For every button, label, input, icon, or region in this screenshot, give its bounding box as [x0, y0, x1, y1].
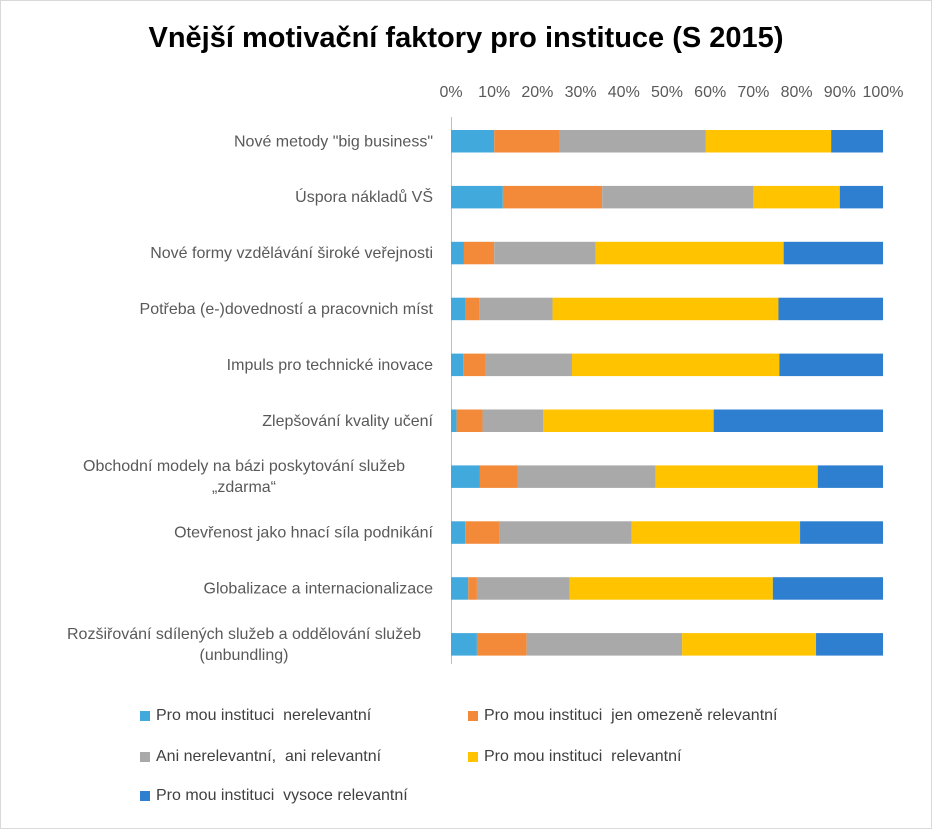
legend-item: Pro mou instituci nerelevantní — [140, 707, 371, 725]
legend-swatch — [468, 711, 478, 721]
bar-segment — [655, 465, 818, 488]
bar-segment — [451, 465, 480, 488]
legend-swatch — [140, 791, 150, 801]
category-label: „zdarma“ — [212, 479, 276, 496]
x-tick-label: 50% — [651, 84, 683, 101]
bar-segment — [494, 130, 559, 153]
bar-segment — [552, 297, 779, 321]
chart-title: Vnější motivační faktory pro instituce (… — [148, 22, 784, 54]
bar-segment — [816, 633, 883, 656]
bar-segment — [526, 633, 683, 656]
bar-segment — [595, 241, 784, 265]
category-label: Globalizace a internacionalizace — [204, 580, 434, 597]
category-label: Obchodní modely na bázi poskytování služ… — [83, 458, 405, 475]
bar-segment — [559, 130, 706, 153]
bar-segment — [451, 521, 466, 544]
bar-segment — [465, 297, 480, 321]
bar-segment — [451, 353, 464, 377]
bar-segment — [451, 241, 464, 265]
legend-label: Pro mou instituci jen omezeně relevantní — [484, 707, 778, 724]
legend-label: Pro mou instituci nerelevantní — [156, 707, 372, 724]
x-tick-label: 60% — [694, 84, 726, 101]
bar-segment — [772, 577, 883, 600]
bar-segment — [456, 409, 483, 432]
category-label: Rozšiřování sdílených služeb a oddělován… — [67, 626, 421, 643]
bar-segment — [463, 353, 486, 377]
bar-segment — [682, 633, 817, 656]
bar-segment — [569, 577, 773, 600]
x-tick-label: 10% — [478, 84, 510, 101]
bar-segment — [831, 130, 883, 153]
bar-segment — [451, 409, 457, 432]
bar-segment — [468, 577, 477, 600]
bar-segment — [494, 241, 596, 265]
x-tick-label: 20% — [521, 84, 553, 101]
bar-segment — [602, 185, 754, 209]
category-label: Impuls pro technické inovace — [227, 357, 433, 374]
x-tick-label: 90% — [824, 84, 856, 101]
bar-segment — [800, 521, 883, 544]
x-tick-label: 80% — [781, 84, 813, 101]
bar-segment — [451, 297, 466, 321]
bar-segment — [482, 409, 544, 432]
bar-segment — [485, 353, 572, 377]
bar-segment — [713, 409, 883, 432]
x-tick-label: 0% — [439, 84, 462, 101]
bar-segment — [839, 185, 883, 209]
category-label: Zlepšování kvality učení — [262, 413, 433, 430]
category-label: Úspora nákladů VŠ — [295, 187, 433, 206]
bar-segment — [451, 130, 495, 153]
category-label: Nové formy vzdělávání široké veřejnosti — [150, 245, 433, 262]
x-tick-label: 30% — [565, 84, 597, 101]
bar-segment — [631, 521, 801, 544]
bar-segment — [476, 633, 527, 656]
bar-segment — [463, 241, 495, 265]
legend-swatch — [468, 752, 478, 762]
bar-segment — [753, 185, 840, 209]
bar-segment — [571, 353, 780, 377]
bar-segment — [476, 577, 570, 600]
bar-segment — [778, 297, 883, 321]
legend-swatch — [140, 752, 150, 762]
legend-swatch — [140, 711, 150, 721]
bar-segment — [465, 521, 500, 544]
bar-segment — [479, 465, 518, 488]
bar-segment — [499, 521, 632, 544]
bar-segment — [451, 577, 469, 600]
bar-segment — [779, 353, 883, 377]
category-label: (unbundling) — [200, 647, 289, 664]
bar-segment — [517, 465, 656, 488]
legend-item: Ani nerelevantní, ani relevantní — [140, 748, 381, 766]
category-label: Otevřenost jako hnací síla podnikání — [174, 525, 433, 542]
bar-segment — [705, 130, 832, 153]
x-tick-label: 100% — [863, 84, 904, 101]
legend-item: Pro mou instituci jen omezeně relevantní — [468, 707, 777, 725]
category-label: Nové metody "big business" — [234, 133, 433, 150]
x-tick-label: 70% — [737, 84, 769, 101]
bar-segment — [451, 185, 503, 209]
bar-segment — [479, 297, 553, 321]
bar-segment — [783, 241, 883, 265]
bar-segment — [817, 465, 883, 488]
legend-item: Pro mou instituci relevantní — [468, 748, 681, 766]
legend-item: Pro mou instituci vysoce relevantní — [140, 787, 408, 805]
bar-segment — [451, 633, 477, 656]
legend-label: Ani nerelevantní, ani relevantní — [156, 748, 382, 765]
x-tick-label: 40% — [608, 84, 640, 101]
bar-segment — [543, 409, 714, 432]
bar-segment — [502, 185, 603, 209]
legend-label: Pro mou instituci relevantní — [484, 748, 682, 765]
legend-label: Pro mou instituci vysoce relevantní — [156, 787, 408, 804]
category-label: Potřeba (e-)dovedností a pracovnich míst — [140, 301, 434, 318]
